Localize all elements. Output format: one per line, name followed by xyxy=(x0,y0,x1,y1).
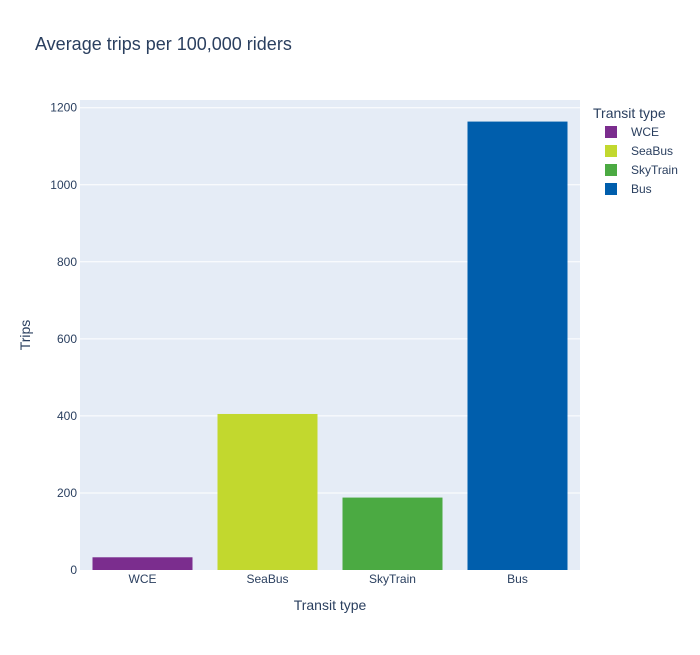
legend-label: Bus xyxy=(631,182,652,196)
legend-item[interactable]: Bus xyxy=(605,182,652,196)
bar-bus xyxy=(467,121,568,571)
bar-seabus xyxy=(217,413,318,570)
x-tick-label: SeaBus xyxy=(246,572,288,586)
legend: Transit type WCE SeaBus SkyTrain Bus xyxy=(593,105,678,196)
x-tick-label: SkyTrain xyxy=(369,572,416,586)
y-tick-label: 1000 xyxy=(50,178,77,192)
y-tick-label: 600 xyxy=(57,332,77,346)
legend-label: SkyTrain xyxy=(631,163,678,177)
bar-wce xyxy=(92,557,193,570)
legend-title: Transit type xyxy=(593,105,666,121)
legend-item[interactable]: SeaBus xyxy=(605,144,673,158)
x-axis-title: Transit type xyxy=(294,597,367,613)
legend-label: WCE xyxy=(631,125,659,139)
legend-swatch xyxy=(605,164,617,176)
y-tick-label: 0 xyxy=(70,563,77,577)
bars xyxy=(92,121,568,571)
chart-title: Average trips per 100,000 riders xyxy=(35,34,292,54)
bar-skytrain xyxy=(342,497,443,570)
y-tick-label: 200 xyxy=(57,486,77,500)
legend-swatch xyxy=(605,145,617,157)
legend-item[interactable]: WCE xyxy=(605,125,659,139)
legend-label: SeaBus xyxy=(631,144,673,158)
x-tick-label: Bus xyxy=(507,572,528,586)
y-tick-labels: 0 200 400 600 800 1000 1200 xyxy=(50,101,77,577)
x-tick-labels: WCE SeaBus SkyTrain Bus xyxy=(129,572,528,586)
y-axis-title: Trips xyxy=(17,320,33,351)
legend-item[interactable]: SkyTrain xyxy=(605,163,678,177)
legend-items: WCE SeaBus SkyTrain Bus xyxy=(605,125,678,196)
y-tick-label: 1200 xyxy=(50,101,77,115)
legend-swatch xyxy=(605,126,617,138)
y-tick-label: 800 xyxy=(57,255,77,269)
y-tick-label: 400 xyxy=(57,409,77,423)
legend-swatch xyxy=(605,183,617,195)
x-tick-label: WCE xyxy=(129,572,157,586)
